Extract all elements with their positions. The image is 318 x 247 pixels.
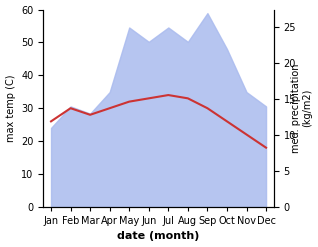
Y-axis label: max temp (C): max temp (C)	[5, 74, 16, 142]
X-axis label: date (month): date (month)	[117, 231, 200, 242]
Y-axis label: med. precipitation
(kg/m2): med. precipitation (kg/m2)	[291, 63, 313, 153]
